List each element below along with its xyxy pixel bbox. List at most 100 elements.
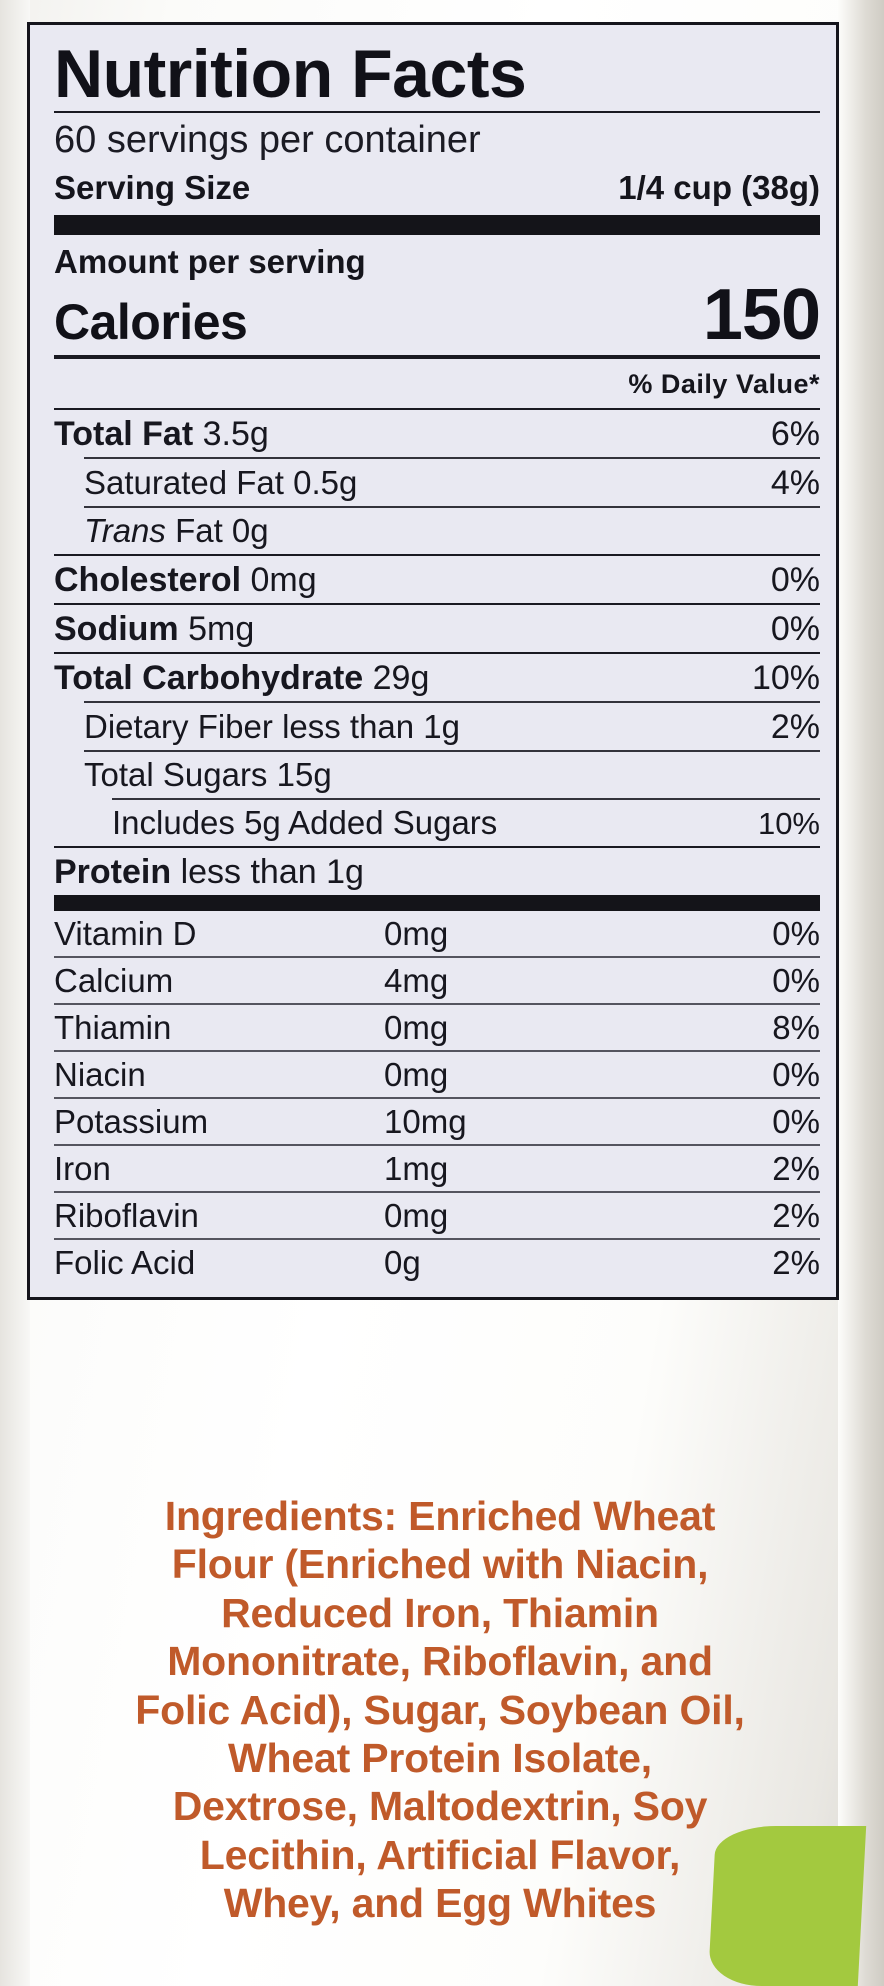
- calories-label: Calories: [54, 293, 248, 350]
- nutrient-name: Saturated Fat 0.5g: [84, 463, 358, 501]
- table-row: Total Fat 3.5g 6%: [54, 410, 820, 457]
- row-divider: [54, 1144, 820, 1147]
- calories-divider: [54, 354, 820, 359]
- micronutrient-dv: 2%: [772, 1244, 820, 1282]
- package-right-shading: [838, 0, 884, 1986]
- ingredients-text: Ingredients: Enriched Wheat Flour (Enric…: [40, 1492, 840, 1927]
- micronutrient-amount: 10mg: [384, 1103, 467, 1141]
- micronutrient-dv: 0%: [772, 1103, 820, 1141]
- thick-divider-bottom: [54, 895, 820, 912]
- row-divider: [84, 505, 820, 508]
- nutrient-dv: 6%: [770, 414, 820, 453]
- ingredients-line: Ingredients: Enriched Wheat: [164, 1493, 716, 1539]
- row-divider: [54, 956, 820, 959]
- ingredients-line: Mononitrate, Riboflavin, and: [167, 1638, 713, 1685]
- nutrient-name: Trans Fat 0g: [84, 511, 269, 549]
- table-row: Saturated Fat 0.5g 4%: [54, 459, 820, 506]
- table-row: Calcium 4mg 0%: [54, 958, 820, 1003]
- table-row: Total Sugars 15g: [54, 752, 820, 798]
- daily-value-header: % Daily Value*: [628, 368, 820, 399]
- micronutrient-name: Riboflavin: [54, 1197, 199, 1235]
- nutrient-dv: 10%: [757, 806, 820, 842]
- row-divider: [84, 456, 820, 459]
- micronutrient-name: Vitamin D: [54, 915, 197, 953]
- micronutrient-name: Calcium: [54, 962, 174, 1000]
- table-row: Folic Acid 0g 2%: [54, 1240, 820, 1285]
- ingredients-line: Folic Acid), Sugar, Soybean Oil,: [135, 1686, 745, 1733]
- table-row: Thiamin 0mg 8%: [54, 1005, 820, 1050]
- nutrient-dv: 0%: [770, 560, 820, 599]
- micronutrient-dv: 0%: [772, 1056, 820, 1094]
- row-divider: [112, 798, 820, 801]
- package-left-shading: [0, 0, 30, 1986]
- nutrient-name: Total Sugars 15g: [84, 756, 332, 794]
- micronutrient-dv: 2%: [772, 1197, 820, 1235]
- row-divider: [54, 602, 820, 605]
- title-divider: [54, 111, 820, 114]
- nutrient-dv: 2%: [770, 708, 820, 747]
- row-divider: [54, 1003, 820, 1006]
- micronutrient-amount: 0mg: [384, 1197, 449, 1235]
- table-row: Protein less than 1g: [54, 848, 820, 895]
- table-row: Vitamin D 0mg 0%: [54, 911, 820, 956]
- micronutrient-amount: 0mg: [384, 1009, 449, 1047]
- row-divider: [84, 701, 820, 704]
- nutrient-name: Includes 5g Added Sugars: [112, 804, 498, 842]
- micronutrient-amount: 0g: [384, 1244, 421, 1282]
- calories-row: Calories 150: [54, 274, 821, 355]
- row-divider: [54, 1050, 820, 1053]
- serving-size-value: 1/4 cup (38g): [618, 168, 820, 206]
- row-divider: [54, 846, 820, 849]
- ingredients-line: Lecithin, Artificial Flavor,: [199, 1831, 681, 1878]
- micronutrient-amount: 1mg: [384, 1150, 449, 1188]
- table-row: Cholesterol 0mg 0%: [54, 556, 820, 603]
- table-row: Total Carbohydrate 29g 10%: [54, 654, 820, 701]
- nutrient-dv: 10%: [751, 658, 820, 697]
- nutrient-name: Total Fat 3.5g: [54, 414, 269, 453]
- table-row: Iron 1mg 2%: [54, 1146, 820, 1191]
- nutrient-dv: 4%: [770, 463, 820, 502]
- table-row: Riboflavin 0mg 2%: [54, 1193, 820, 1238]
- ingredients-line: Flour (Enriched with Niacin,: [171, 1541, 709, 1588]
- row-divider: [54, 1097, 820, 1100]
- micronutrient-name: Folic Acid: [54, 1244, 196, 1282]
- nutrient-name: Protein less than 1g: [54, 853, 364, 892]
- nutrition-facts-title: Nutrition Facts: [54, 36, 527, 112]
- ingredients-line: Whey, and Egg Whites: [223, 1880, 657, 1926]
- green-accent-shape: [707, 1826, 867, 1986]
- servings-per-container: 60 servings per container: [54, 119, 481, 162]
- ingredients-line: Dextrose, Maltodextrin, Soy: [172, 1783, 708, 1830]
- micronutrient-name: Potassium: [54, 1103, 209, 1141]
- micronutrient-name: Niacin: [54, 1056, 146, 1094]
- micronutrient-dv: 0%: [772, 962, 820, 1000]
- calories-value: 150: [702, 274, 821, 355]
- micronutrient-amount: 0mg: [384, 1056, 449, 1094]
- row-divider: [54, 553, 820, 556]
- row-divider: [54, 651, 820, 654]
- row-divider: [54, 1238, 820, 1241]
- row-divider: [84, 750, 820, 753]
- micronutrient-name: Thiamin: [54, 1009, 172, 1047]
- table-row: Potassium 10mg 0%: [54, 1099, 820, 1144]
- micronutrient-dv: 8%: [772, 1009, 820, 1047]
- thick-divider-top: [54, 214, 820, 235]
- nutrient-dv: 0%: [770, 609, 820, 648]
- nutrient-name: Dietary Fiber less than 1g: [84, 708, 461, 746]
- row-divider: [54, 1191, 820, 1194]
- table-row: Includes 5g Added Sugars 10%: [54, 800, 820, 846]
- nutrient-name: Total Carbohydrate 29g: [54, 658, 430, 697]
- micronutrient-amount: 0mg: [384, 915, 449, 953]
- serving-size-row: Serving Size 1/4 cup (38g): [54, 165, 820, 215]
- nutrition-facts-panel: Nutrition Facts 60 servings per containe…: [27, 22, 839, 1301]
- micronutrient-dv: 2%: [772, 1150, 820, 1188]
- table-row: Niacin 0mg 0%: [54, 1052, 820, 1097]
- table-row: Sodium 5mg 0%: [54, 605, 820, 652]
- micronutrient-amount: 4mg: [384, 962, 449, 1000]
- amount-per-serving-label: Amount per serving: [54, 242, 366, 280]
- nutrient-name: Sodium 5mg: [54, 609, 255, 648]
- micronutrient-dv: 0%: [772, 915, 820, 953]
- ingredients-line: Wheat Protein Isolate,: [228, 1734, 652, 1781]
- table-row: Trans Fat 0g: [54, 508, 820, 554]
- table-row: Dietary Fiber less than 1g 2%: [54, 703, 820, 750]
- nutrient-name: Cholesterol 0mg: [54, 560, 317, 599]
